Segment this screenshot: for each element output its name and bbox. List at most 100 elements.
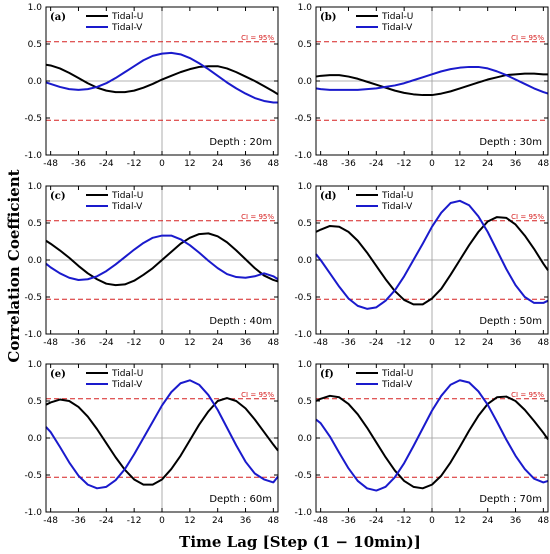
panel: CI = 95% -48 -36 -24 -12 0 12 24 36 48 -1.0 -0.5 0.0…	[294, 360, 549, 526]
y-tick-label: -0.5	[294, 471, 312, 481]
series-line-tidal-u	[315, 72, 548, 97]
x-tick-label: -12	[127, 159, 142, 169]
series-line-tidal-v	[315, 65, 549, 95]
y-tick-label: 1.0	[298, 360, 313, 370]
y-tick-label: -0.5	[294, 293, 312, 303]
x-tick-label: -36	[71, 338, 86, 348]
y-tick-label: 0.0	[28, 256, 43, 266]
x-tick-label: -48	[313, 159, 328, 169]
x-tick-label: 36	[240, 338, 252, 348]
x-tick-label: 12	[454, 338, 465, 348]
y-tick-label: 0.0	[28, 434, 43, 444]
panel: CI = 95% -48 -36 -24 -12 0 12 24 36 48 -1.0 -0.5 0.0…	[294, 3, 549, 169]
y-tick-label: -1.0	[24, 151, 42, 161]
x-tick-label: -12	[127, 516, 142, 526]
x-tick-label: 24	[212, 338, 224, 348]
series-line-tidal-u	[315, 394, 549, 490]
depth-annotation: Depth : 30m	[479, 137, 542, 148]
y-tick-label: -0.5	[24, 471, 42, 481]
x-tick-label: 24	[482, 516, 494, 526]
x-tick-label: -24	[369, 159, 384, 169]
x-tick-label: 24	[212, 516, 224, 526]
y-tick-label: 0.5	[28, 219, 42, 229]
x-tick-label: -12	[397, 338, 412, 348]
series-line-tidal-u	[45, 232, 279, 287]
ci-label: CI = 95%	[511, 391, 544, 399]
x-tick-label: -48	[313, 516, 328, 526]
legend-entry: Tidal-V	[111, 202, 143, 212]
series-line-tidal-v	[315, 199, 549, 310]
series-line-tidal-v	[315, 379, 549, 492]
x-tick-label: 48	[538, 338, 550, 348]
y-tick-label: 0.5	[298, 397, 312, 407]
series-line-tidal-u	[45, 397, 279, 486]
y-tick-label: -0.5	[24, 293, 42, 303]
legend-entry: Tidal-V	[381, 202, 413, 212]
y-axis-title: Correlation Coefficient	[5, 169, 23, 362]
series-line-tidal-u	[315, 216, 549, 306]
y-tick-label: -1.0	[294, 151, 312, 161]
x-tick-label: 36	[240, 516, 252, 526]
x-tick-label: -24	[99, 338, 114, 348]
x-tick-label: -12	[127, 338, 142, 348]
panel: CI = 95% -48 -36 -24 -12 0 12 24 36 48 -1.0 -0.5 0.0…	[24, 360, 279, 526]
legend-entry: Tidal-V	[381, 380, 413, 390]
x-tick-label: 48	[268, 338, 280, 348]
legend-entry: Tidal-V	[381, 23, 413, 33]
x-tick-label: -12	[397, 159, 412, 169]
panel: CI = 95% -48 -36 -24 -12 0 12 24 36 48 -1.0 -0.5 0.0…	[294, 182, 549, 348]
y-tick-label: 1.0	[28, 360, 43, 370]
y-tick-label: 1.0	[298, 3, 313, 13]
legend-entry: Tidal-U	[381, 12, 413, 22]
x-tick-label: 0	[159, 159, 165, 169]
ci-label: CI = 95%	[511, 34, 544, 42]
ci-label: CI = 95%	[241, 34, 274, 42]
y-tick-label: 1.0	[28, 3, 43, 13]
y-tick-label: 0.0	[298, 434, 313, 444]
x-tick-label: -12	[397, 516, 412, 526]
x-tick-label: -48	[43, 338, 58, 348]
depth-annotation: Depth : 20m	[209, 137, 272, 148]
legend-entry: Tidal-U	[111, 12, 143, 22]
x-tick-label: 24	[482, 159, 494, 169]
y-tick-label: 1.0	[28, 182, 43, 192]
y-tick-label: 0.0	[298, 256, 313, 266]
x-tick-label: 0	[159, 516, 165, 526]
legend-entry: Tidal-U	[111, 191, 143, 201]
panel-label: (f)	[320, 369, 334, 380]
panels: CI = 95% -48 -36 -24 -12 0 12 24 36 48 -1.0 -0.5 0.0…	[24, 3, 549, 526]
panel-label: (d)	[320, 191, 336, 202]
y-tick-label: -1.0	[24, 330, 42, 340]
x-tick-label: 12	[184, 159, 195, 169]
x-tick-label: 36	[510, 159, 522, 169]
series-line-tidal-v	[45, 51, 278, 104]
y-tick-label: -1.0	[294, 508, 312, 518]
x-tick-label: 48	[538, 516, 550, 526]
series-line-tidal-v	[45, 379, 279, 490]
y-tick-label: 0.5	[28, 40, 42, 50]
x-tick-label: 12	[184, 516, 195, 526]
x-tick-label: 48	[268, 516, 280, 526]
x-tick-label: -24	[369, 338, 384, 348]
ci-label: CI = 95%	[511, 213, 544, 221]
x-tick-label: 48	[538, 159, 550, 169]
panel-label: (b)	[320, 12, 336, 23]
legend-entry: Tidal-U	[381, 369, 413, 379]
legend-entry: Tidal-V	[111, 380, 143, 390]
x-tick-label: 36	[510, 516, 522, 526]
x-tick-label: 36	[240, 159, 252, 169]
x-tick-label: -36	[341, 338, 356, 348]
x-tick-label: -36	[71, 159, 86, 169]
panel: CI = 95% -48 -36 -24 -12 0 12 24 36 48 -1.0 -0.5 0.0…	[24, 182, 279, 348]
ci-label: CI = 95%	[241, 391, 274, 399]
x-tick-label: -36	[71, 516, 86, 526]
legend-entry: Tidal-U	[111, 369, 143, 379]
x-tick-label: 12	[184, 338, 195, 348]
x-tick-label: 36	[510, 338, 522, 348]
x-tick-label: 0	[429, 338, 435, 348]
y-tick-label: 0.0	[28, 77, 43, 87]
legend-entry: Tidal-V	[111, 23, 143, 33]
x-tick-label: -24	[369, 516, 384, 526]
x-tick-label: 48	[268, 159, 280, 169]
